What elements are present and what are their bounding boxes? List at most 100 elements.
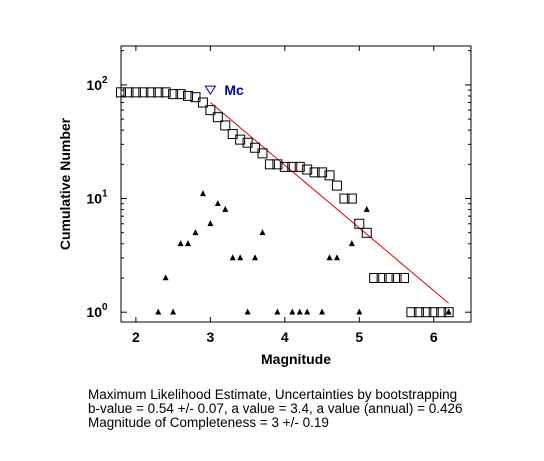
x-tick-label: 4 xyxy=(281,329,289,345)
cumulative-point xyxy=(309,167,320,178)
cumulative-point xyxy=(346,193,357,204)
cumulative-point xyxy=(116,87,126,98)
y-axis-label: Cumulative Number xyxy=(57,117,73,250)
cumulative-point xyxy=(272,159,283,170)
noncumulative-point xyxy=(326,254,333,261)
cumulative-point xyxy=(302,164,313,175)
cumulative-point xyxy=(212,112,223,123)
cumulative-point xyxy=(168,89,179,100)
noncumulative-point xyxy=(185,240,192,247)
cumulative-point xyxy=(443,307,454,318)
cumulative-point xyxy=(391,272,402,283)
cumulative-point xyxy=(227,128,238,139)
y-tick-exponent: 2 xyxy=(102,75,108,86)
caption-line-1: Maximum Likelihood Estimate, Uncertainti… xyxy=(88,387,458,402)
noncumulative-point xyxy=(155,308,162,315)
noncumulative-point xyxy=(162,274,169,281)
caption-line-3: Magnitude of Completeness = 3 +/- 0.19 xyxy=(88,415,329,430)
y-tick-label: 101 xyxy=(86,189,108,207)
cumulative-point xyxy=(264,159,275,170)
caption: Maximum Likelihood Estimate, Uncertainti… xyxy=(88,388,463,430)
cumulative-point xyxy=(242,137,253,148)
cumulative-point xyxy=(160,87,171,98)
cumulative-point xyxy=(279,161,290,172)
y-tick-base: 10 xyxy=(86,191,102,207)
x-tick-label: 2 xyxy=(132,329,140,345)
noncumulative-point xyxy=(177,240,184,247)
y-tick-exponent: 0 xyxy=(102,302,108,313)
noncumulative-point xyxy=(229,254,236,261)
noncumulative-point xyxy=(214,200,221,207)
y-tick-base: 10 xyxy=(86,304,102,320)
noncumulative-point xyxy=(192,229,199,236)
mc-marker-group: Mc xyxy=(204,82,244,98)
cumulative-point xyxy=(406,307,417,318)
noncumulative-point xyxy=(252,254,259,261)
cumulative-point xyxy=(324,170,335,181)
cumulative-point xyxy=(376,272,387,283)
cumulative-series xyxy=(116,87,454,318)
y-tick-exponent: 1 xyxy=(102,189,108,200)
cumulative-point xyxy=(369,272,380,283)
noncumulative-point xyxy=(199,190,206,197)
cumulative-point xyxy=(123,87,134,98)
noncumulative-point xyxy=(222,205,229,212)
cumulative-point xyxy=(339,193,350,204)
cumulative-point xyxy=(257,148,268,159)
cumulative-point xyxy=(183,90,194,101)
cumulative-point xyxy=(145,87,156,98)
cumulative-point xyxy=(287,161,298,172)
noncumulative-point xyxy=(356,308,363,315)
noncumulative-point xyxy=(274,308,281,315)
noncumulative-point xyxy=(348,240,355,247)
x-axis-label: Magnitude xyxy=(261,351,331,367)
cumulative-point xyxy=(130,87,141,98)
x-tick-label: 5 xyxy=(355,329,363,345)
noncumulative-point xyxy=(170,308,177,315)
noncumulative-point xyxy=(333,254,340,261)
cumulative-point xyxy=(190,92,201,103)
cumulative-point xyxy=(153,87,164,98)
cumulative-point xyxy=(235,134,246,145)
cumulative-point xyxy=(361,227,372,238)
noncumulative-point xyxy=(259,229,266,236)
cumulative-point xyxy=(384,272,395,283)
mc-label: Mc xyxy=(224,82,244,98)
cumulative-point xyxy=(205,105,216,116)
y-tick-base: 10 xyxy=(86,77,102,93)
x-tick-label: 6 xyxy=(430,329,438,345)
cumulative-point xyxy=(421,307,432,318)
y-tick-label: 102 xyxy=(86,75,108,93)
cumulative-point xyxy=(413,307,424,318)
cumulative-point xyxy=(354,218,365,229)
cumulative-point xyxy=(317,167,328,178)
x-axis: 2 3 4 5 6 xyxy=(132,46,438,345)
mc-triangle-icon xyxy=(204,85,217,96)
noncumulative-point xyxy=(207,220,214,227)
cumulative-point xyxy=(428,307,439,318)
noncumulative-point xyxy=(289,308,296,315)
noncumulative-point xyxy=(244,308,251,315)
noncumulative-point xyxy=(363,205,370,212)
noncumulative-series xyxy=(155,190,452,315)
cumulative-point xyxy=(331,180,342,191)
noncumulative-point xyxy=(304,308,311,315)
y-tick-label: 100 xyxy=(86,302,108,320)
noncumulative-point xyxy=(445,308,452,315)
cumulative-point xyxy=(436,307,447,318)
cumulative-point xyxy=(250,142,261,153)
noncumulative-point xyxy=(296,308,303,315)
cumulative-point xyxy=(138,87,149,98)
noncumulative-point xyxy=(319,308,326,315)
cumulative-point xyxy=(220,120,231,131)
cumulative-point xyxy=(398,272,409,283)
cumulative-point xyxy=(294,161,305,172)
fit-line xyxy=(210,102,449,304)
plot-frame xyxy=(120,45,472,323)
cumulative-point xyxy=(175,89,186,100)
caption-line-2: b-value = 0.54 +/- 0.07, a value = 3.4, … xyxy=(88,401,463,416)
noncumulative-point xyxy=(237,254,244,261)
cumulative-point xyxy=(197,97,208,108)
